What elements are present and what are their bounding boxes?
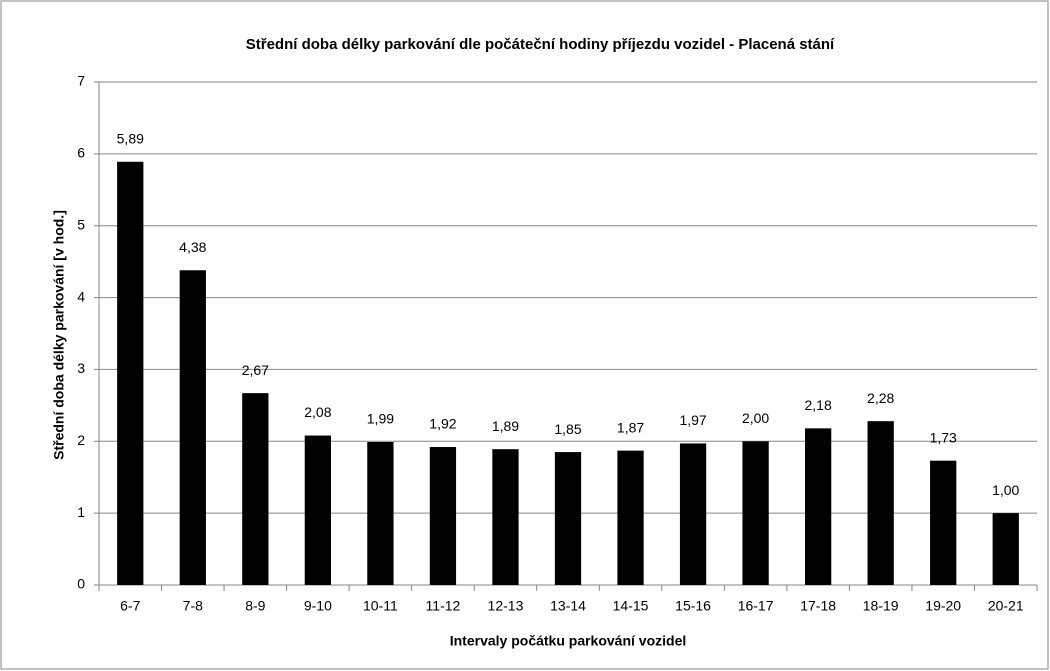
value-label: 1,92 <box>429 416 456 432</box>
value-label: 5,89 <box>117 130 144 146</box>
x-tick-label: 17-18 <box>800 598 836 614</box>
x-tick-label: 15-16 <box>675 598 711 614</box>
value-label: 1,89 <box>492 418 519 434</box>
y-tick-label: 1 <box>77 504 85 520</box>
x-tick-label: 9-10 <box>304 598 332 614</box>
value-label: 2,18 <box>805 397 832 413</box>
x-tick-label: 10-11 <box>363 598 398 614</box>
value-label: 2,67 <box>242 362 269 378</box>
bar <box>367 442 394 585</box>
x-tick-label: 14-15 <box>613 598 649 614</box>
x-tick-label: 11-12 <box>426 598 461 614</box>
x-tick-label: 7-8 <box>183 598 203 614</box>
x-tick-label: 13-14 <box>550 598 586 614</box>
x-axis-title: Intervaly počátku parkování vozidel <box>450 633 687 649</box>
value-label: 1,97 <box>679 412 706 428</box>
bar <box>242 393 269 585</box>
bar <box>429 447 457 585</box>
value-label: 2,00 <box>742 410 769 426</box>
value-label: 4,38 <box>179 239 206 255</box>
chart-title: Střední doba délky parkování dle počáteč… <box>246 36 835 53</box>
value-label: 1,99 <box>367 411 394 427</box>
bar <box>930 460 957 585</box>
y-tick-label: 5 <box>77 216 85 232</box>
value-label: 1,00 <box>992 482 1019 498</box>
value-label: 1,73 <box>930 429 957 445</box>
x-tick-label: 8-9 <box>245 598 265 614</box>
x-tick-label: 19-20 <box>925 598 961 614</box>
x-tick-label: 6-7 <box>120 598 140 614</box>
bar <box>117 161 144 586</box>
y-tick-label: 6 <box>77 145 85 161</box>
bar <box>679 443 707 585</box>
bar <box>492 449 519 585</box>
y-tick-label: 7 <box>77 73 85 89</box>
y-tick-label: 3 <box>77 360 85 376</box>
bar <box>742 441 769 585</box>
x-tick-label: 16-17 <box>738 598 774 614</box>
bar <box>992 513 1019 585</box>
value-label: 1,85 <box>554 421 581 437</box>
x-tick-label: 20-21 <box>988 598 1024 614</box>
value-label: 2,28 <box>867 390 894 406</box>
y-tick-label: 2 <box>77 432 85 448</box>
bar <box>805 428 832 585</box>
x-tick-label: 18-19 <box>863 598 899 614</box>
x-tick-label: 12-13 <box>488 598 524 614</box>
value-label: 1,87 <box>617 419 644 435</box>
y-tick-label: 0 <box>77 576 85 592</box>
bar <box>617 450 644 585</box>
bar <box>867 421 894 585</box>
bar <box>179 270 206 585</box>
y-axis-title: Střední doba délky parkování [v hod.] <box>51 210 67 460</box>
y-tick-label: 4 <box>77 288 85 304</box>
bar <box>304 435 331 585</box>
bar <box>554 452 582 585</box>
value-label: 2,08 <box>304 404 331 420</box>
